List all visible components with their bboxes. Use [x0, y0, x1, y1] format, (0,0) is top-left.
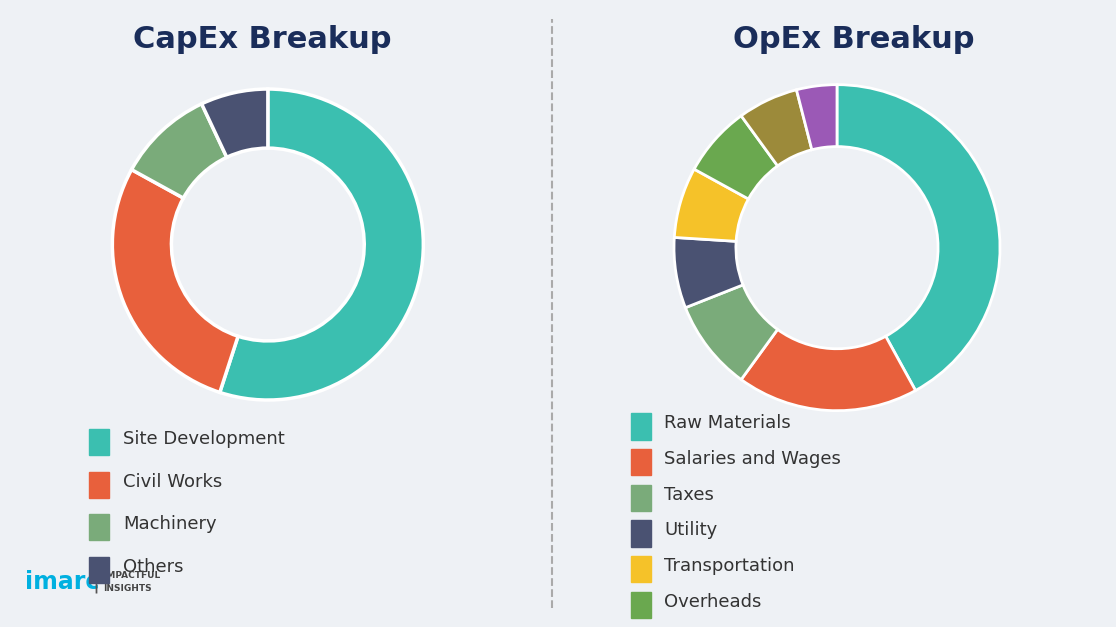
Wedge shape	[837, 85, 1000, 391]
Text: Machinery: Machinery	[123, 515, 217, 533]
Text: Utility: Utility	[664, 522, 718, 539]
Text: Salaries and Wages: Salaries and Wages	[664, 450, 840, 468]
Text: OpEx Breakup: OpEx Breakup	[733, 25, 974, 54]
Wedge shape	[797, 85, 837, 150]
Wedge shape	[674, 169, 749, 241]
Text: Taxes: Taxes	[664, 486, 714, 503]
Wedge shape	[220, 89, 423, 400]
Text: |: |	[93, 571, 99, 593]
Text: IMPACTFUL: IMPACTFUL	[103, 571, 160, 580]
Text: Civil Works: Civil Works	[123, 473, 222, 490]
Text: Others: Others	[123, 558, 183, 576]
Wedge shape	[674, 238, 743, 308]
Wedge shape	[132, 104, 227, 198]
Text: imarc: imarc	[25, 570, 99, 594]
Wedge shape	[694, 116, 778, 199]
Wedge shape	[202, 89, 268, 157]
Text: CapEx Breakup: CapEx Breakup	[133, 25, 392, 54]
Text: Raw Materials: Raw Materials	[664, 414, 791, 432]
Text: Transportation: Transportation	[664, 557, 795, 575]
Wedge shape	[741, 90, 811, 166]
Wedge shape	[741, 329, 915, 411]
Wedge shape	[685, 285, 778, 379]
Text: Overheads: Overheads	[664, 593, 761, 611]
Text: Site Development: Site Development	[123, 430, 285, 448]
Text: INSIGHTS: INSIGHTS	[103, 584, 152, 593]
Wedge shape	[113, 170, 238, 393]
